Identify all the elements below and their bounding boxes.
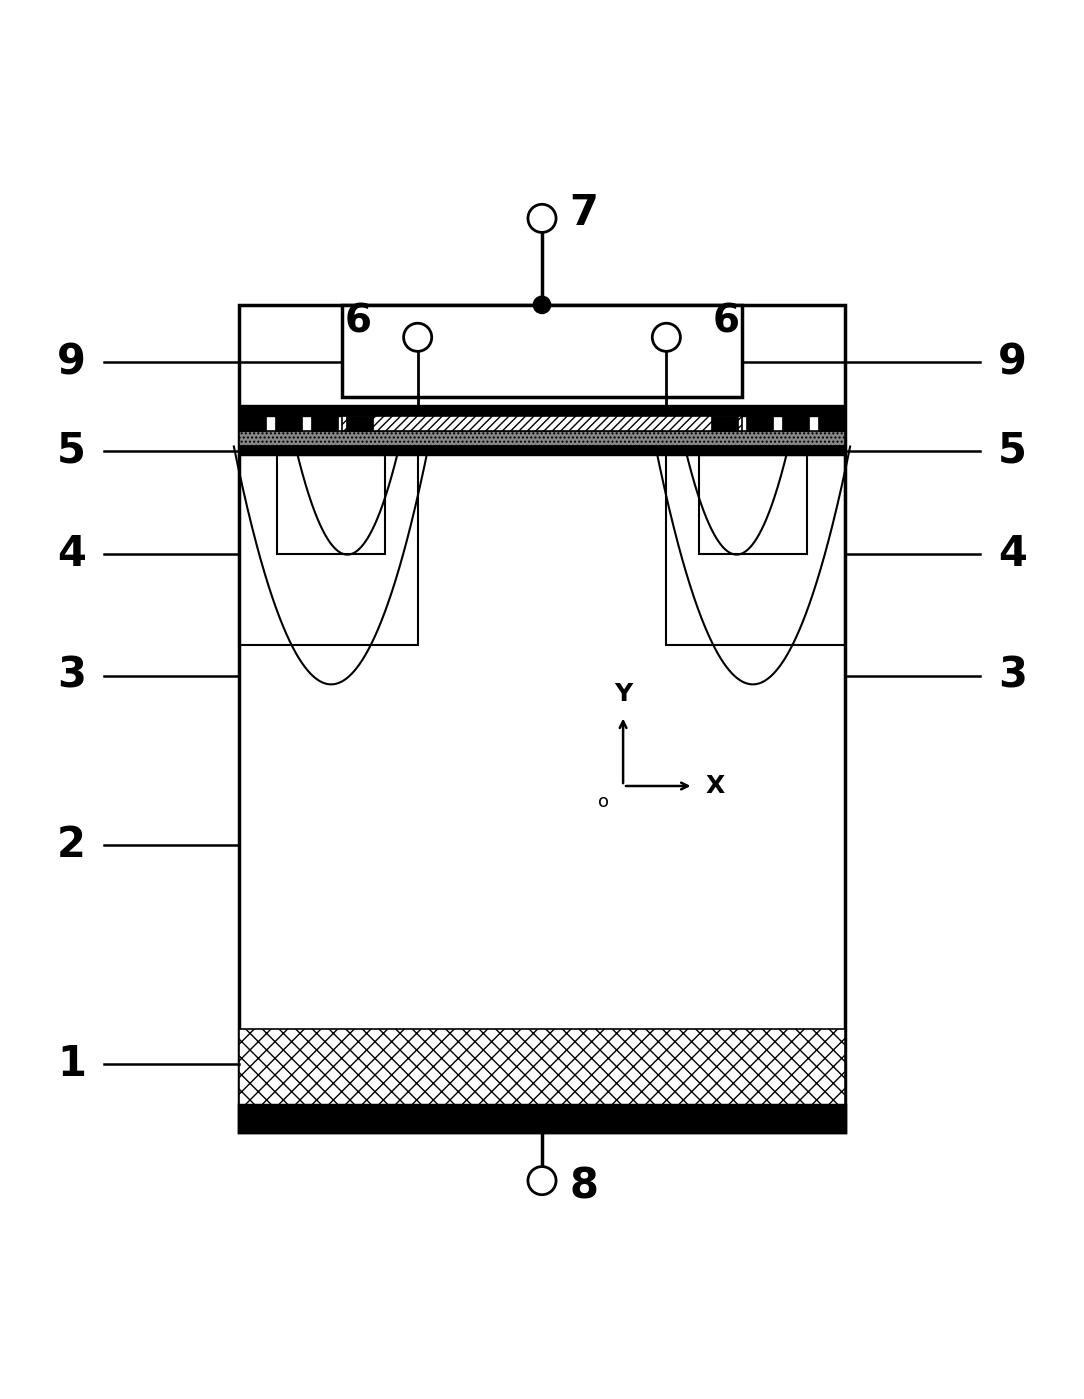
Text: 2: 2 bbox=[57, 824, 86, 866]
Bar bbox=[275, 417, 302, 431]
Bar bbox=[311, 417, 337, 431]
Bar bbox=[782, 417, 809, 431]
Text: 7: 7 bbox=[569, 192, 598, 234]
Bar bbox=[747, 417, 773, 431]
Bar bbox=[240, 1030, 844, 1105]
Text: 4: 4 bbox=[57, 533, 86, 575]
Bar bbox=[341, 305, 743, 397]
Text: 5: 5 bbox=[998, 429, 1027, 471]
Text: 9: 9 bbox=[998, 341, 1027, 383]
Text: 3: 3 bbox=[998, 655, 1027, 697]
Bar bbox=[278, 455, 385, 554]
Text: 6: 6 bbox=[712, 302, 739, 340]
Bar bbox=[341, 417, 743, 431]
Text: 8: 8 bbox=[569, 1165, 598, 1207]
Bar bbox=[240, 406, 844, 417]
Circle shape bbox=[533, 297, 551, 313]
Text: Y: Y bbox=[614, 683, 632, 706]
Text: 9: 9 bbox=[57, 341, 86, 383]
Bar bbox=[240, 431, 844, 446]
Bar bbox=[667, 455, 844, 645]
Text: 4: 4 bbox=[998, 533, 1027, 575]
Bar bbox=[240, 305, 844, 1132]
Circle shape bbox=[653, 323, 681, 351]
Circle shape bbox=[528, 1167, 556, 1195]
Text: 5: 5 bbox=[57, 429, 86, 471]
Text: 1: 1 bbox=[57, 1042, 86, 1084]
Circle shape bbox=[528, 204, 556, 232]
Bar bbox=[711, 417, 738, 431]
Bar bbox=[240, 455, 417, 645]
Bar bbox=[346, 417, 373, 431]
Text: 3: 3 bbox=[57, 655, 86, 697]
Bar bbox=[699, 455, 806, 554]
Text: o: o bbox=[598, 793, 609, 811]
Text: 6: 6 bbox=[345, 302, 372, 340]
Bar bbox=[240, 1105, 844, 1132]
Text: X: X bbox=[706, 774, 724, 797]
Bar bbox=[240, 417, 267, 431]
Circle shape bbox=[403, 323, 431, 351]
Bar bbox=[817, 417, 844, 431]
Bar bbox=[240, 446, 844, 455]
